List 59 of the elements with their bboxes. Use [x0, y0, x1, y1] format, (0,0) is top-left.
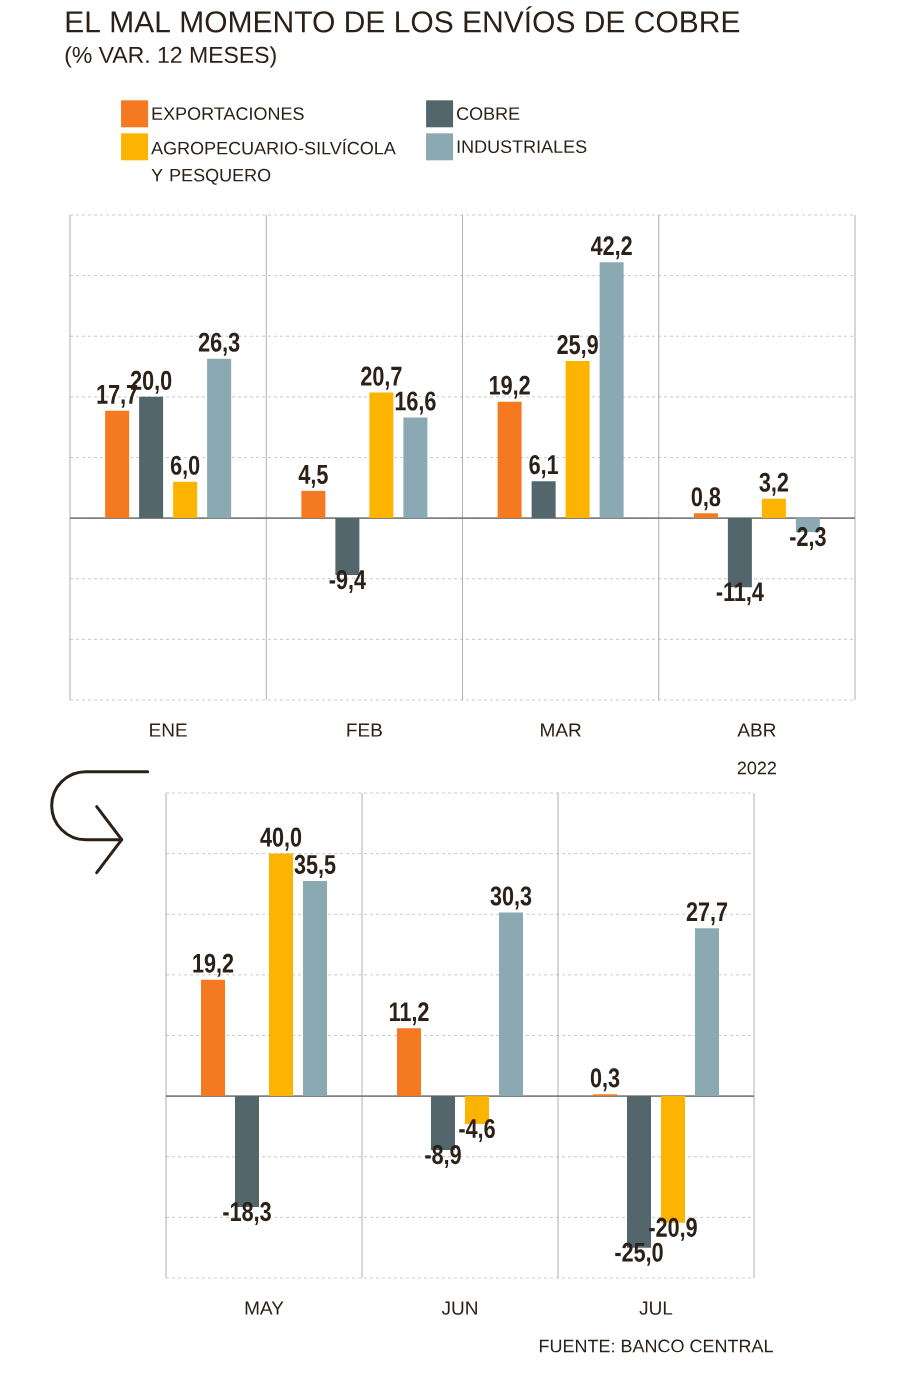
data-label: 27,7: [686, 902, 728, 926]
chart-subtitle: (% VAR. 12 MESES): [65, 46, 276, 68]
bar: [565, 361, 590, 519]
data-label: -11,4: [716, 582, 764, 606]
legend-label: COBRE: [457, 107, 520, 121]
data-label: -4,6: [459, 1118, 495, 1143]
data-label: 0,3: [590, 1068, 620, 1092]
bar: [397, 1028, 421, 1097]
data-label: -8,9: [425, 1145, 461, 1169]
data-label: 25,9: [557, 335, 598, 359]
bar: [303, 880, 327, 1097]
data-label: 0,8: [691, 487, 721, 511]
x-tick-label: FEB: [347, 723, 382, 737]
x-tick-label: MAY: [245, 1301, 284, 1315]
x-tick-label: ENE: [150, 723, 187, 737]
bar: [761, 498, 786, 519]
data-label: 6,1: [529, 455, 559, 479]
legend-label: EXPORTACIONES: [152, 107, 304, 121]
chart-title: EL MAL MOMENTO DE LOS ENVÍOS DE COBRE: [66, 6, 740, 33]
bar: [403, 417, 428, 519]
legend-label: AGROPECUARIO-SILVÍCOLA Y PESQUERO: [151, 138, 396, 185]
bar: [531, 481, 556, 519]
bar: [499, 912, 523, 1097]
x-tick-label: JUL: [639, 1301, 673, 1315]
bar: [139, 396, 164, 519]
data-label: -2,3: [790, 527, 826, 551]
bar: [269, 853, 293, 1097]
data-label: 30,3: [490, 886, 532, 910]
data-label: 6,0: [170, 455, 200, 479]
text: 2022: [737, 761, 776, 775]
data-label: 35,5: [294, 854, 336, 878]
data-label: -18,3: [223, 1202, 271, 1226]
data-label: 26,3: [198, 332, 240, 356]
data-label: 16,6: [395, 391, 436, 415]
bar: [695, 928, 719, 1097]
x-tick-label: ABR: [737, 723, 776, 737]
data-label: 19,2: [489, 375, 530, 399]
legend-label: INDUSTRIALES: [457, 140, 587, 154]
bar: [369, 392, 394, 519]
bar: [693, 513, 718, 519]
x-tick-label: JUN: [441, 1301, 477, 1315]
bar: [207, 358, 232, 519]
bar: [497, 401, 522, 519]
data-label: 20,7: [361, 366, 402, 390]
bar: [201, 979, 225, 1097]
data-label: 11,2: [389, 1002, 429, 1026]
data-label: 4,5: [298, 465, 328, 488]
data-label: 19,2: [193, 953, 234, 977]
bar: [173, 481, 198, 519]
x-tick-label: MAR: [541, 723, 581, 737]
data-label: 42,2: [590, 236, 632, 260]
data-label: 40,0: [260, 827, 302, 851]
source-note: FUENTE: BANCO CENTRAL: [539, 1339, 773, 1353]
bar: [301, 490, 326, 519]
bar: [105, 410, 130, 519]
data-label: 3,2: [759, 472, 789, 496]
bar: [599, 262, 624, 519]
data-label: -9,4: [329, 570, 366, 594]
data-label: -25,0: [615, 1242, 663, 1266]
